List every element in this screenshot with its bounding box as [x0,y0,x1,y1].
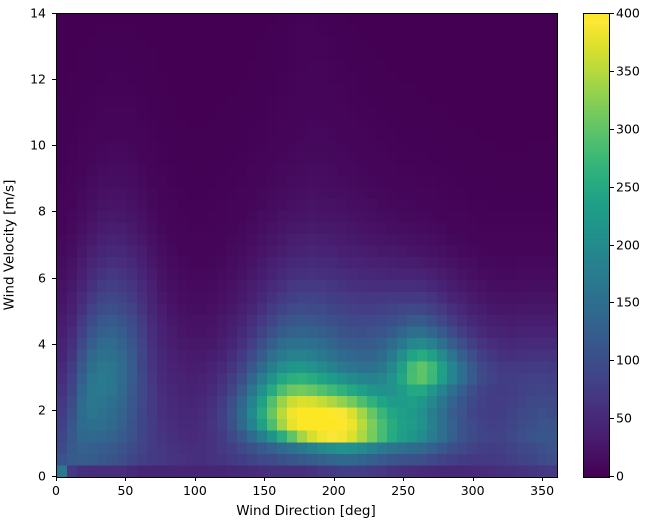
y-tick-label: 8 [38,203,46,219]
colorbar-tick-mark [610,244,614,246]
y-tick-mark [52,79,56,81]
colorbar-tick-label: 100 [616,352,640,368]
x-tick-label: 250 [391,483,416,498]
x-tick-mark [125,477,127,481]
x-tick-label: 200 [321,483,346,498]
colorbar-tick-mark [610,476,614,477]
x-tick-label: 0 [52,483,60,498]
colorbar [583,13,610,478]
x-tick-label: 50 [117,483,134,498]
x-tick-mark [56,477,57,481]
y-tick-label: 4 [38,336,46,352]
y-tick-mark [52,343,56,345]
x-tick-label: 300 [460,483,485,498]
colorbar-tick-label: 0 [616,468,624,484]
y-tick-mark [52,476,56,477]
y-tick-label: 10 [30,137,46,153]
colorbar-tick-mark [610,13,614,14]
x-tick-mark [472,477,474,481]
x-tick-mark [194,477,196,481]
heatmap-axes [56,13,558,478]
colorbar-tick-label: 50 [616,410,632,426]
colorbar-tick-label: 200 [616,237,640,252]
x-tick-label: 350 [530,483,555,498]
x-axis-label: Wind Direction [deg] [236,503,376,519]
y-tick-label: 6 [38,270,46,286]
x-tick-mark [542,477,544,481]
colorbar-tick-label: 300 [616,121,640,137]
colorbar-tick-label: 150 [616,294,640,310]
y-tick-label: 2 [38,402,46,418]
y-tick-label: 14 [30,5,46,21]
colorbar-tick-label: 350 [616,63,640,79]
y-tick-label: 12 [30,71,46,87]
y-axis-label-wrap: Wind Velocity [m/s] [0,13,18,476]
x-tick-mark [403,477,405,481]
y-axis-label: Wind Velocity [m/s] [1,179,17,310]
colorbar-tick-mark [610,186,614,188]
y-tick-mark [52,277,56,279]
y-tick-mark [52,145,56,147]
colorbar-tick-label: 400 [616,5,640,21]
x-tick-label: 100 [182,483,207,498]
y-tick-mark [52,409,56,411]
x-tick-label: 150 [252,483,277,498]
colorbar-tick-mark [610,418,614,420]
colorbar-tick-label: 250 [616,179,640,195]
colorbar-tick-mark [610,360,614,362]
colorbar-tick-mark [610,128,614,130]
colorbar-tick-mark [610,302,614,304]
y-tick-label: 0 [38,468,46,484]
x-tick-mark [333,477,335,481]
colorbar-tick-mark [610,70,614,72]
x-tick-mark [264,477,266,481]
colorbar-gradient [584,14,609,477]
y-tick-mark [52,211,56,213]
y-tick-mark [52,13,56,14]
heatmap-image [57,14,557,477]
